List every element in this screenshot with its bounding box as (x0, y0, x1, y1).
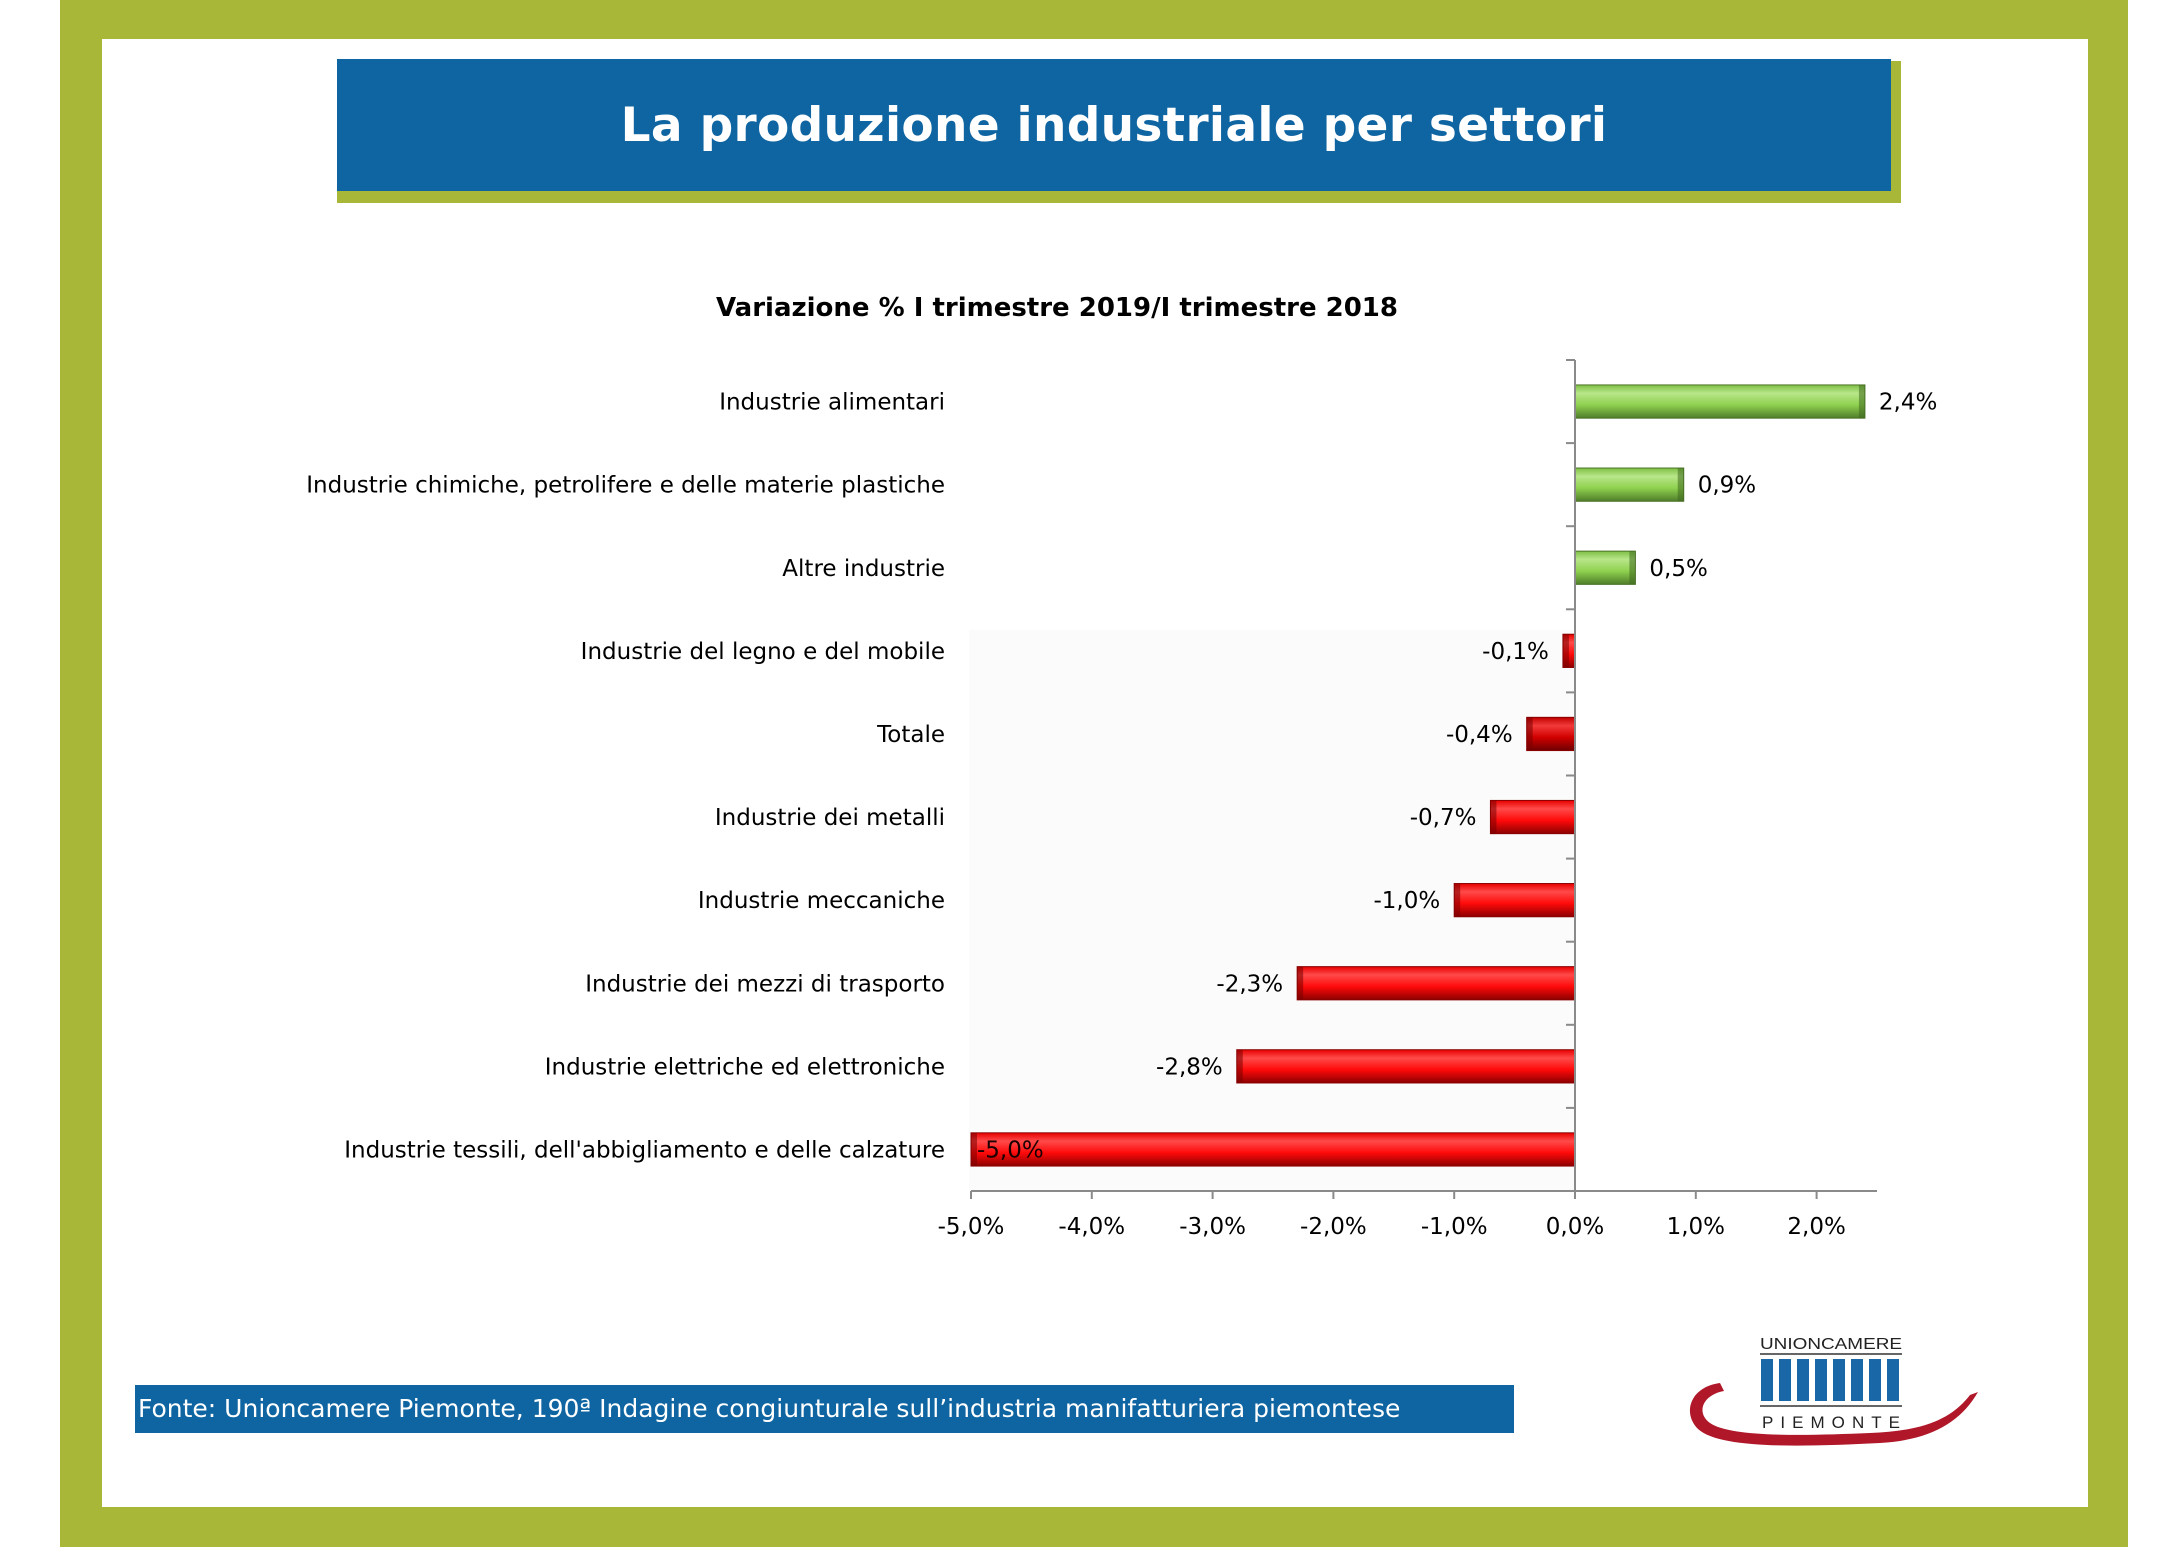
logo-column (1851, 1359, 1863, 1401)
logo-column (1833, 1359, 1845, 1401)
bar-bevel (1236, 1049, 1243, 1083)
data-label: 0,5% (1649, 556, 1707, 582)
tick-label: -4,0% (1058, 1214, 1125, 1240)
bar-bevel (1297, 966, 1304, 1000)
data-label: -2,3% (1216, 971, 1283, 997)
category-label: Industrie chimiche, petrolifere e delle … (306, 473, 945, 499)
title-banner: La produzione industriale per settori (337, 59, 1891, 191)
logo-column (1761, 1359, 1773, 1401)
bar-group: Industrie dei mezzi di trasporto -2,3% (585, 966, 1576, 1001)
bar (1489, 799, 1576, 835)
tick-label: -2,0% (1300, 1214, 1367, 1240)
chart-title: Variazione % I trimestre 2019/I trimestr… (716, 293, 1398, 323)
tick-label: -1,0% (1421, 1214, 1488, 1240)
data-label: -5,0% (977, 1137, 1044, 1163)
tick-label: -5,0% (938, 1214, 1005, 1240)
data-label: -0,4% (1446, 722, 1513, 748)
data-label: -2,8% (1156, 1054, 1223, 1080)
source-note: Fonte: Unioncamere Piemonte, 190ª Indagi… (135, 1385, 1514, 1433)
logo-column (1797, 1359, 1809, 1401)
logo-column (1869, 1359, 1881, 1401)
category-label: Industrie alimentari (719, 390, 945, 416)
logo-column (1815, 1359, 1827, 1401)
bar-bevel (1629, 551, 1636, 585)
bar (1574, 550, 1636, 585)
bar-group: Industrie del legno e del mobile -0,1% (581, 633, 1576, 668)
bar-bevel (1526, 717, 1533, 751)
bar-bevel (1677, 468, 1684, 502)
tick-label: 0,0% (1546, 1214, 1604, 1240)
bar (1574, 467, 1685, 502)
slide-title: La produzione industriale per settori (620, 97, 1608, 153)
category-label: Totale (876, 722, 945, 748)
bar-group: Industrie meccaniche -1,0% (698, 883, 1576, 918)
logo-columns (1761, 1359, 1899, 1401)
bar-bevel (1454, 883, 1461, 917)
bar (1296, 966, 1576, 1001)
bar (1453, 883, 1576, 918)
bar-bevel (1858, 384, 1865, 419)
logo-column (1887, 1359, 1899, 1401)
bar-bevel (1562, 634, 1569, 668)
category-label: Altre industrie (782, 556, 945, 582)
tick-label: -3,0% (1179, 1214, 1246, 1240)
bar-group: Industrie alimentari 2,4% (719, 384, 1937, 419)
bar-group: Industrie dei metalli -0,7% (715, 799, 1576, 835)
category-label: Industrie tessili, dell'abbigliamento e … (344, 1137, 945, 1163)
data-label: 2,4% (1879, 390, 1937, 416)
logo-swoosh (1689, 1383, 1978, 1446)
bar-group: Totale -0,4% (876, 716, 1576, 752)
bar-group: Industrie tessili, dell'abbigliamento e … (344, 1132, 1576, 1167)
category-label: Industrie meccaniche (698, 888, 945, 914)
logo-top-text: UNIONCAMERE (1760, 1336, 1902, 1353)
bar-bevel (971, 1132, 977, 1167)
category-label: Industrie dei mezzi di trasporto (585, 971, 945, 997)
data-label: -0,1% (1482, 639, 1549, 665)
bar-group: Altre industrie 0,5% (782, 550, 1708, 585)
category-label: Industrie dei metalli (715, 805, 945, 831)
bar (1236, 1049, 1576, 1084)
tick-label: 1,0% (1667, 1214, 1725, 1240)
data-label: -1,0% (1373, 888, 1440, 914)
tick-label: 2,0% (1787, 1214, 1845, 1240)
category-label: Industrie elettriche ed elettroniche (545, 1054, 945, 1080)
bar (970, 1132, 1576, 1167)
unioncamere-piemonte-logo: UNIONCAMERE PIEMONTE (1689, 1336, 1978, 1446)
category-label: Industrie del legno e del mobile (581, 639, 945, 665)
logo-column (1779, 1359, 1791, 1401)
bar (1526, 716, 1576, 752)
data-label: 0,9% (1698, 473, 1756, 499)
bar-bevel (1490, 800, 1497, 834)
bar (1574, 384, 1866, 419)
bar-group: Industrie chimiche, petrolifere e delle … (306, 467, 1756, 502)
data-label: -0,7% (1410, 805, 1477, 831)
logo-bottom-text: PIEMONTE (1762, 1413, 1900, 1432)
bar-group: Industrie elettriche ed elettroniche -2,8… (545, 1049, 1576, 1084)
